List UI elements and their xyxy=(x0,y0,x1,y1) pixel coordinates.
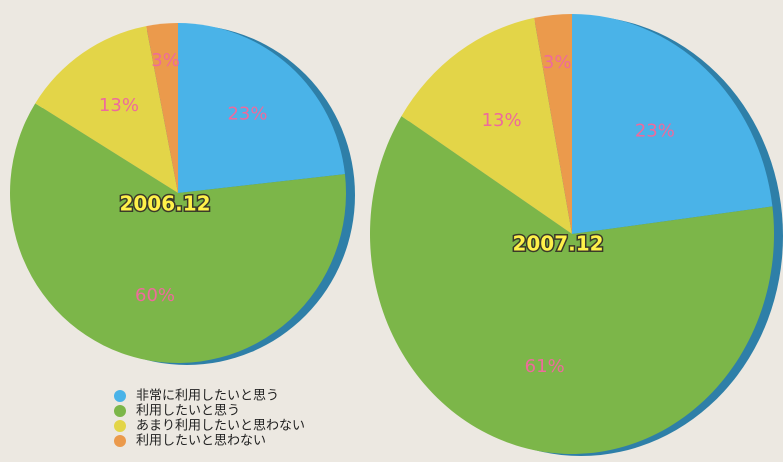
value-label: 60% xyxy=(135,285,175,306)
pie-title: 2006.12 xyxy=(119,192,210,216)
value-label: 3% xyxy=(543,52,572,73)
legend-label: 利用したいと思う xyxy=(136,404,240,419)
value-label: 23% xyxy=(635,121,675,142)
legend-swatch xyxy=(114,405,126,417)
pie-slice xyxy=(401,17,572,234)
value-label: 13% xyxy=(99,95,139,116)
value-label: 13% xyxy=(482,110,522,131)
pie-slice xyxy=(146,23,178,193)
legend-swatch xyxy=(114,435,126,447)
legend-swatch xyxy=(114,390,126,402)
pie-slice xyxy=(572,14,773,234)
pie-slice xyxy=(369,116,774,454)
pie-slice xyxy=(10,103,347,363)
pie-title: 2007.12 xyxy=(512,232,603,256)
value-label: 3% xyxy=(151,50,180,71)
value-label: 61% xyxy=(525,356,565,377)
pie-slice xyxy=(35,26,179,194)
legend-label: 利用したいと思わない xyxy=(136,434,266,449)
pie-slice xyxy=(534,14,572,234)
pie-slice xyxy=(178,23,345,193)
legend-swatch xyxy=(114,420,126,432)
legend-label: 非常に利用したいと思う xyxy=(136,389,279,404)
legend-label: あまり利用したいと思わない xyxy=(136,419,305,434)
value-label: 23% xyxy=(227,103,267,124)
